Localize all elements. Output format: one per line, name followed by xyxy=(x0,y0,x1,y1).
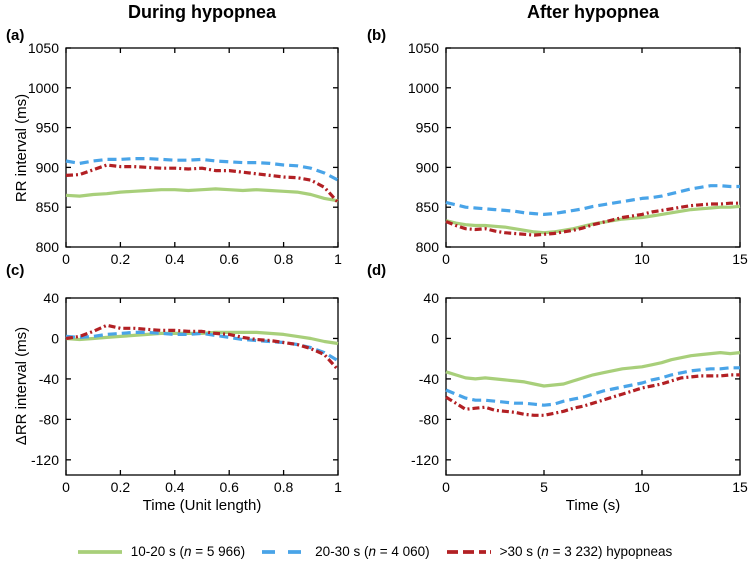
axis-box xyxy=(445,297,741,476)
y-tick-label: 900 xyxy=(36,159,60,175)
x-tick-label: 1 xyxy=(334,251,342,267)
series-line-green xyxy=(65,187,339,203)
y-tick-label: -120 xyxy=(31,452,59,468)
y-tick-label: 850 xyxy=(416,199,440,215)
y-tick-label: -80 xyxy=(419,411,439,427)
x-tick-label: 0 xyxy=(62,479,70,495)
x-tick-label: 0.6 xyxy=(219,479,239,495)
series-line-blue xyxy=(65,156,339,182)
legend-item-10-20s: 10-20 s (n = 5 966) xyxy=(77,544,245,559)
series-line-blue xyxy=(445,366,740,407)
legend-label-10-20s: 10-20 s (n = 5 966) xyxy=(130,544,246,559)
legend-label-over-30s: >30 s (n = 3 232) hypopneas xyxy=(499,544,673,559)
y-tick-label: -120 xyxy=(411,452,439,468)
legend: 10-20 s (n = 5 966) 20-30 s (n = 4 060) … xyxy=(0,544,749,559)
y-tick-label: 1000 xyxy=(408,80,439,96)
legend-label-20-30s: 20-30 s (n = 4 060) xyxy=(315,544,430,559)
axis-box xyxy=(65,47,339,248)
legend-swatch-blue-dashed-line-icon xyxy=(262,549,307,554)
series-line-green xyxy=(65,330,339,346)
y-tick-label: 40 xyxy=(423,290,439,306)
y-tick-label: -40 xyxy=(39,371,59,387)
series-line-red xyxy=(445,201,740,237)
legend-swatch-red-dash-dot-line-icon xyxy=(446,549,491,554)
x-tick-label: 0.6 xyxy=(219,251,239,267)
y-tick-label: 0 xyxy=(51,330,59,346)
y-tick-label: -80 xyxy=(39,411,59,427)
legend-item-over-30s: >30 s (n = 3 232) hypopneas xyxy=(446,544,673,559)
x-tick-label: 0 xyxy=(442,251,450,267)
x-axis-label-time-s: Time (s) xyxy=(565,497,621,514)
x-tick-label: 0 xyxy=(442,479,450,495)
chart-panel-c: 0 0.2 0.4 0.6 0.8 1 -120 -80 -40 0 40 xyxy=(31,290,342,495)
y-tick-label: 900 xyxy=(416,159,440,175)
x-tick-label: 5 xyxy=(540,479,548,495)
y-tick-label: 1050 xyxy=(408,40,439,56)
series-line-green xyxy=(445,350,741,388)
y-tick-label: 1050 xyxy=(28,40,59,56)
legend-item-20-30s: 20-30 s (n = 4 060) xyxy=(261,544,430,559)
y-tick-label: 1000 xyxy=(28,80,59,96)
axis-box xyxy=(445,47,741,248)
y-tick-label: 800 xyxy=(416,239,440,255)
y-tick-label: 950 xyxy=(36,120,60,136)
chart-panel-a: 0 0.2 0.4 0.6 0.8 1 800 850 900 950 1000 1050 xyxy=(28,40,342,267)
x-tick-label: 0.2 xyxy=(111,251,131,267)
column-title-after: After hypopnea xyxy=(526,2,659,22)
x-tick-label: 10 xyxy=(634,479,650,495)
x-tick-label: 10 xyxy=(634,251,650,267)
series-line-red xyxy=(65,323,339,371)
y-tick-label: 0 xyxy=(431,330,439,346)
series-line-red xyxy=(445,373,740,417)
panel-label-a: (a) xyxy=(6,27,25,44)
x-tick-label: 0.2 xyxy=(111,479,131,495)
panel-label-d: (d) xyxy=(367,262,387,279)
x-tick-label: 0 xyxy=(62,251,70,267)
y-tick-label: 850 xyxy=(36,199,60,215)
x-tick-label: 5 xyxy=(540,251,548,267)
panel-label-c: (c) xyxy=(6,262,25,279)
y-tick-label: 800 xyxy=(36,239,60,255)
y-tick-label: 950 xyxy=(416,120,440,136)
x-tick-label: 15 xyxy=(732,479,748,495)
x-axis-label-time-unit-length: Time (Unit length) xyxy=(142,497,262,514)
chart-panel-b: 0 5 10 15 800 850 900 950 1000 1050 xyxy=(408,40,748,267)
x-tick-label: 0.4 xyxy=(165,479,185,495)
x-tick-label: 0.8 xyxy=(274,251,294,267)
y-tick-label: 40 xyxy=(43,290,59,306)
x-tick-label: 0.8 xyxy=(274,479,294,495)
x-tick-label: 1 xyxy=(334,479,342,495)
series-line-blue xyxy=(445,184,740,216)
chart-panel-d: 0 5 10 15 -120 -80 -40 0 40 xyxy=(411,290,748,495)
legend-swatch-green-solid-line-icon xyxy=(77,549,122,554)
panel-label-b: (b) xyxy=(367,27,387,44)
column-title-during: During hypopnea xyxy=(128,2,276,22)
x-tick-label: 0.4 xyxy=(165,251,185,267)
axis-box xyxy=(65,297,339,476)
y-tick-label: -40 xyxy=(419,371,439,387)
x-tick-label: 15 xyxy=(732,251,748,267)
series-line-red xyxy=(65,163,339,204)
